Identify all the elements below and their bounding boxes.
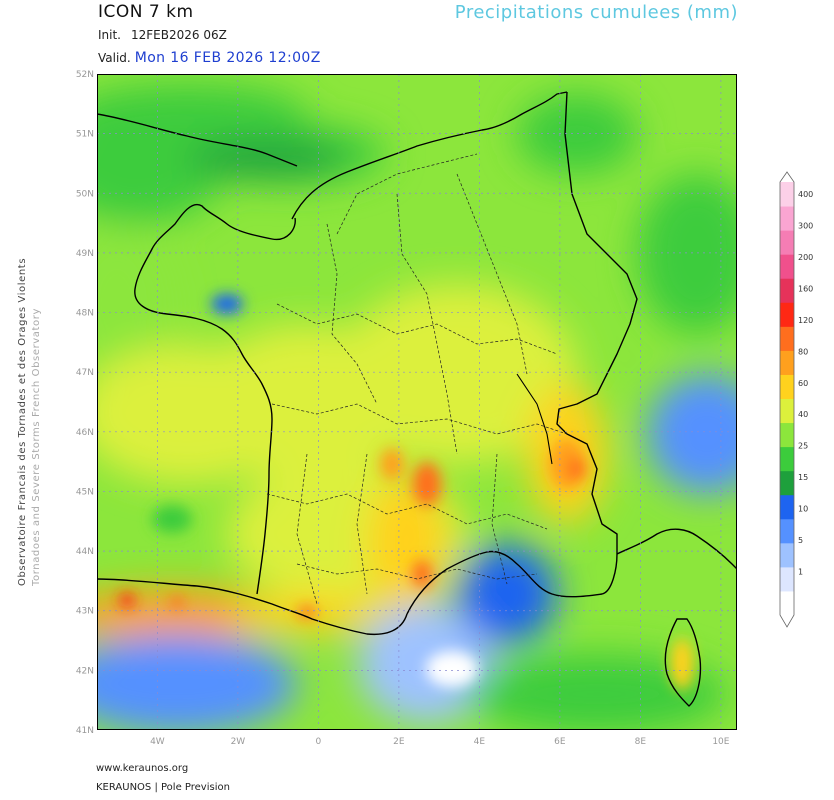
colorbar-segment: [780, 326, 794, 351]
lon-tick-label: 2E: [393, 737, 405, 747]
colorbar-level-label: 80: [798, 347, 808, 356]
colorbar-segment: [780, 518, 794, 544]
lat-tick-label: 42N: [76, 666, 94, 676]
lon-tick-label: 6E: [554, 737, 566, 747]
latitude-ticks: 52N 51N 50N 49N 48N 47N 46N 45N 44N 43N 42N 41N: [76, 70, 94, 736]
lat-tick-label: 43N: [76, 607, 94, 617]
colorbar-segment: [780, 422, 794, 448]
lon-tick-label: 2W: [231, 737, 246, 747]
lat-tick-label: 52N: [76, 70, 94, 80]
colorbar-segment: [780, 350, 794, 375]
lon-tick-label: 0: [316, 737, 322, 747]
lat-tick-label: 44N: [76, 547, 94, 557]
valid-label: Valid.: [98, 51, 131, 65]
colorbar-level-label: 200: [798, 253, 813, 262]
lat-tick-label: 41N: [76, 726, 94, 736]
colorbar-level-label: 160: [798, 284, 813, 293]
lat-tick-label: 50N: [76, 189, 94, 199]
lon-tick-label: 4E: [474, 737, 486, 747]
colorbar-segment: [780, 278, 794, 303]
colorbar-level-label: 60: [798, 379, 808, 388]
coastlines: [97, 91, 737, 707]
colorbar-segment: [780, 590, 794, 616]
init-line: Init. 12FEB2026 06Z: [98, 28, 227, 42]
precipitation-map: 52N 51N 50N 49N 48N 47N 46N 45N 44N 43N 42N 41N 4W 2…: [76, 70, 737, 747]
colorbar-segment: [780, 206, 794, 231]
lat-tick-label: 48N: [76, 309, 94, 319]
colorbar-level-label: 120: [798, 316, 813, 325]
init-label: Init.: [98, 28, 121, 42]
colorbar-segment: [780, 566, 794, 592]
colorbar-segment: [780, 254, 794, 279]
precip-field: [97, 84, 737, 730]
colorbar-segment: [780, 302, 794, 327]
admin-borders: [266, 153, 568, 605]
colorbar-segment: [780, 182, 794, 207]
lon-tick-label: 8E: [635, 737, 647, 747]
lat-tick-label: 46N: [76, 428, 94, 438]
colorbar-level-label: 400: [798, 190, 813, 199]
init-value: 12FEB2026 06Z: [131, 28, 227, 42]
lon-tick-label: 4W: [150, 737, 165, 747]
colorbar-level-label: 25: [798, 442, 808, 451]
colorbar-level-label: 10: [798, 505, 808, 514]
lat-tick-label: 47N: [76, 368, 94, 378]
colorbar-level-label: 5: [798, 536, 803, 545]
colorbar-level-label: 1: [798, 568, 803, 577]
colorbar-segment: [780, 446, 794, 472]
longitude-ticks: 4W 2W 0 2E 4E 6E 8E 10E: [150, 737, 730, 747]
lat-lon-gridlines: [97, 74, 737, 730]
colorbar-outline: [779, 171, 795, 628]
observatory-label-en: Tornadoes and Severe Storms French Obser…: [31, 308, 42, 586]
colorbar-segment: [780, 494, 794, 520]
observatory-label-fr: Observatoire Francais des Tornades et de…: [17, 257, 28, 586]
precip-peaks: [119, 294, 694, 690]
footer-brand: KERAUNOS | Pole Prevision: [96, 782, 230, 793]
colorbar-segment: [780, 470, 794, 496]
lat-tick-label: 45N: [76, 487, 94, 497]
model-title: ICON 7 km: [98, 2, 194, 22]
lat-tick-label: 51N: [76, 130, 94, 140]
valid-line: Valid. Mon 16 FEB 2026 12:00Z: [98, 50, 321, 66]
map-frame: [97, 74, 737, 730]
valid-value: Mon 16 FEB 2026 12:00Z: [134, 50, 321, 66]
colorbar-level-label: 300: [798, 221, 813, 230]
field-title: Precipitations cumulees (mm): [454, 2, 738, 23]
colorbar-level-label: 15: [798, 473, 808, 482]
lon-tick-label: 10E: [712, 737, 729, 747]
colorbar-segment: [780, 374, 794, 399]
lat-tick-label: 49N: [76, 249, 94, 259]
colorbar-segment: [780, 398, 794, 424]
footer-url: www.keraunos.org: [96, 763, 189, 774]
colorbar-segment: [780, 230, 794, 255]
colorbar-level-label: 40: [798, 410, 808, 419]
colorbar-segment: [780, 542, 794, 568]
